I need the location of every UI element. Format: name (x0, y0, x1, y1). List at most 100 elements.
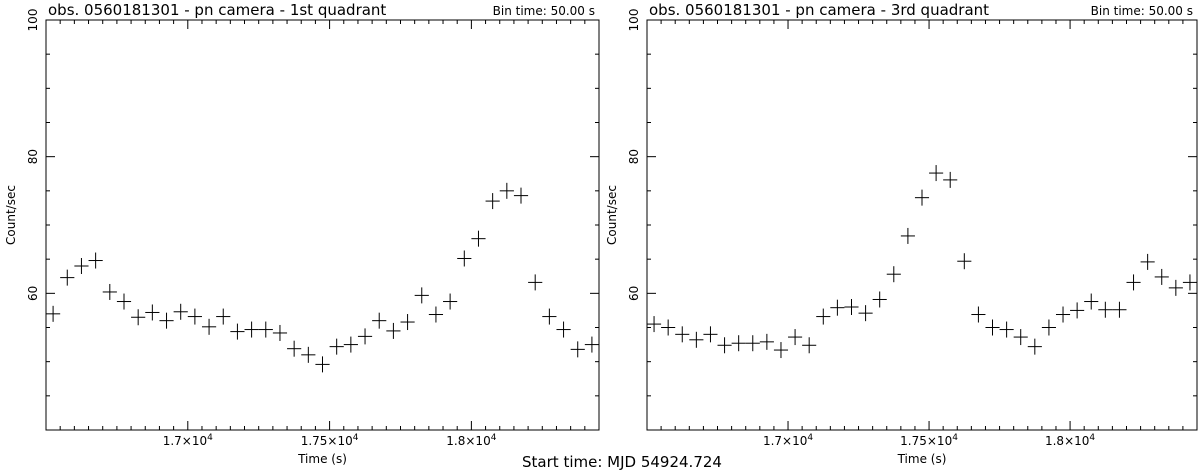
plot-frame (646, 19, 1198, 431)
start-time-label: Start time: MJD 54924.724 (522, 453, 722, 471)
data-point (929, 165, 944, 182)
data-point (173, 303, 188, 320)
x-tick-label: 1.8×104 (1045, 433, 1095, 448)
data-point (301, 346, 316, 363)
data-point (315, 356, 330, 373)
data-point (985, 319, 1000, 336)
data-point (372, 312, 387, 329)
data-point (400, 314, 415, 331)
x-tick-label: 1.75×104 (301, 433, 359, 448)
data-point (1055, 306, 1071, 323)
data-point (943, 171, 958, 188)
y-tick-label: 80 (26, 149, 40, 164)
y-tick-label: 100 (627, 9, 641, 32)
data-point (872, 291, 887, 308)
x-tick-label: 1.7×104 (163, 433, 213, 448)
data-point (116, 293, 132, 310)
bin-time-label: Bin time: 50.00 s (493, 4, 595, 18)
data-point (675, 326, 690, 343)
data-point (230, 323, 245, 340)
bin-time-label: Bin time: 50.00 s (1091, 4, 1193, 18)
data-point (187, 308, 202, 325)
data-point (74, 258, 89, 274)
chart-title: obs. 0560181301 - pn camera - 1st quadra… (48, 1, 386, 19)
data-point (802, 337, 817, 354)
lightcurve-panel-1st-quadrant: obs. 0560181301 - pn camera - 1st quadra… (4, 1, 600, 466)
data-point (1027, 338, 1042, 355)
y-tick-label: 80 (627, 149, 641, 164)
x-axis-label: Time (s) (297, 452, 347, 466)
data-point (830, 299, 845, 316)
data-point (485, 193, 500, 210)
data-point (689, 331, 704, 348)
lightcurve-panel-3rd-quadrant: obs. 0560181301 - pn camera - 3rd quadra… (605, 1, 1198, 466)
y-axis-label: Count/sec (605, 185, 619, 245)
y-tick-label: 60 (627, 286, 641, 301)
data-point (1182, 274, 1197, 291)
data-point (528, 274, 543, 291)
data-point (287, 340, 302, 357)
x-tick-label: 1.8×104 (446, 433, 496, 448)
data-point (858, 305, 873, 322)
data-point (329, 338, 344, 355)
data-point (542, 308, 557, 325)
data-point (556, 321, 571, 338)
data-point (88, 252, 103, 269)
data-point (428, 306, 444, 323)
data-point (570, 341, 585, 358)
data-point (414, 287, 429, 304)
data-point (258, 321, 273, 338)
data-point (386, 322, 401, 339)
data-point (1084, 293, 1099, 310)
data-point (914, 189, 930, 206)
data-point (731, 335, 746, 352)
data-point (102, 283, 117, 300)
data-point (145, 304, 160, 321)
data-point (343, 336, 358, 353)
data-point (1013, 329, 1028, 346)
data-point (1140, 253, 1155, 270)
data-point (788, 329, 803, 346)
data-point (1126, 274, 1141, 291)
data-point (1070, 302, 1085, 319)
data-point (513, 187, 529, 204)
y-tick-label: 60 (26, 286, 40, 301)
data-point (1154, 268, 1169, 285)
data-point (900, 227, 915, 244)
data-point (957, 253, 972, 270)
data-point (1041, 319, 1056, 336)
chart-title: obs. 0560181301 - pn camera - 3rd quadra… (649, 1, 989, 19)
data-point (216, 308, 231, 325)
data-point (443, 293, 458, 310)
data-point (971, 306, 986, 323)
x-axis-label: Time (s) (897, 452, 947, 466)
y-axis-label: Count/sec (4, 185, 18, 245)
data-point (46, 305, 61, 322)
data-point (159, 312, 174, 329)
data-point (244, 321, 259, 338)
data-point (1098, 301, 1113, 318)
data-point (357, 328, 373, 345)
data-point (1112, 301, 1127, 318)
data-point (457, 250, 472, 267)
data-point (759, 333, 774, 350)
data-point (745, 335, 760, 352)
data-point (773, 342, 789, 359)
data-point (647, 316, 662, 333)
data-point (131, 309, 146, 326)
data-point (717, 337, 732, 354)
data-point (886, 266, 901, 283)
data-point (584, 336, 599, 353)
data-point (661, 319, 676, 336)
data-point (844, 299, 859, 315)
data-point (999, 321, 1014, 338)
y-tick-label: 100 (26, 9, 40, 32)
data-point (272, 324, 288, 341)
data-point (816, 308, 831, 325)
data-point (499, 182, 514, 199)
data-point (1168, 279, 1183, 296)
x-tick-label: 1.75×104 (900, 433, 958, 448)
data-point (201, 318, 217, 335)
data-point (60, 269, 75, 286)
